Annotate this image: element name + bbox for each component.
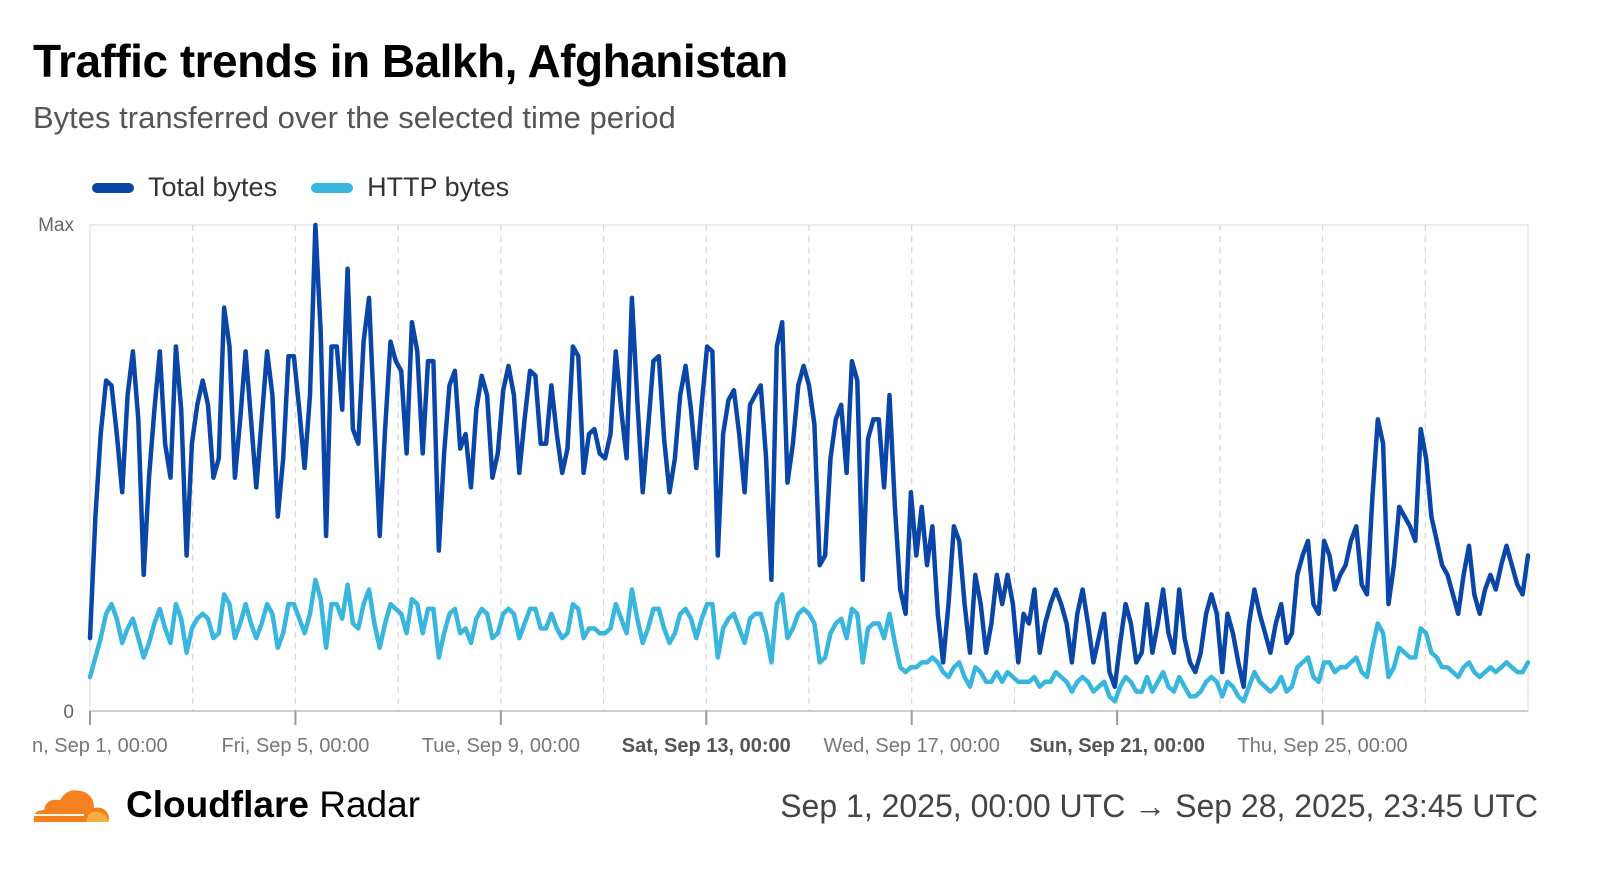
chart-title: Traffic trends in Balkh, Afghanistan [33, 35, 788, 87]
legend-item-total-bytes[interactable]: Total bytes [92, 172, 277, 203]
brand-name: Cloudflare [126, 784, 309, 825]
x-tick-label: n, Sep 1, 00:00 [32, 735, 168, 757]
series-line-http-bytes [87, 577, 1531, 704]
series-line-total-bytes [87, 222, 1531, 689]
time-range: Sep 1, 2025, 00:00 UTC → Sep 28, 2025, 2… [780, 788, 1538, 824]
chart-legend: Total bytes HTTP bytes [92, 172, 509, 203]
x-tick-label: Fri, Sep 5, 00:00 [221, 735, 369, 757]
cloudflare-radar-brand: Cloudflare Radar [30, 784, 420, 826]
legend-item-http-bytes[interactable]: HTTP bytes [311, 172, 509, 203]
y-tick-label-0: 0 [63, 702, 74, 723]
legend-label-total-bytes: Total bytes [148, 172, 278, 202]
legend-swatch-http-bytes [311, 182, 354, 193]
x-tick-label: Sun, Sep 21, 00:00 [1029, 735, 1205, 757]
cloudflare-cloud-icon [33, 790, 109, 822]
x-tick-label: Tue, Sep 9, 00:00 [422, 735, 580, 757]
line-chart: 0 Max n, Sep 1, 00:00 Fri, Sep 5, 00:00 Tue,… [32, 215, 1531, 757]
x-tick-label: Sat, Sep 13, 00:00 [622, 735, 791, 757]
brand-product: Radar [308, 784, 421, 825]
x-tick-label: Wed, Sep 17, 00:00 [823, 735, 999, 757]
x-tick-label: Thu, Sep 25, 00:00 [1238, 735, 1408, 757]
chart-subtitle: Bytes transferred over the selected time… [33, 100, 676, 135]
legend-label-http-bytes: HTTP bytes [367, 172, 510, 202]
legend-swatch-total-bytes [92, 182, 134, 193]
y-tick-label-max: Max [38, 215, 74, 236]
